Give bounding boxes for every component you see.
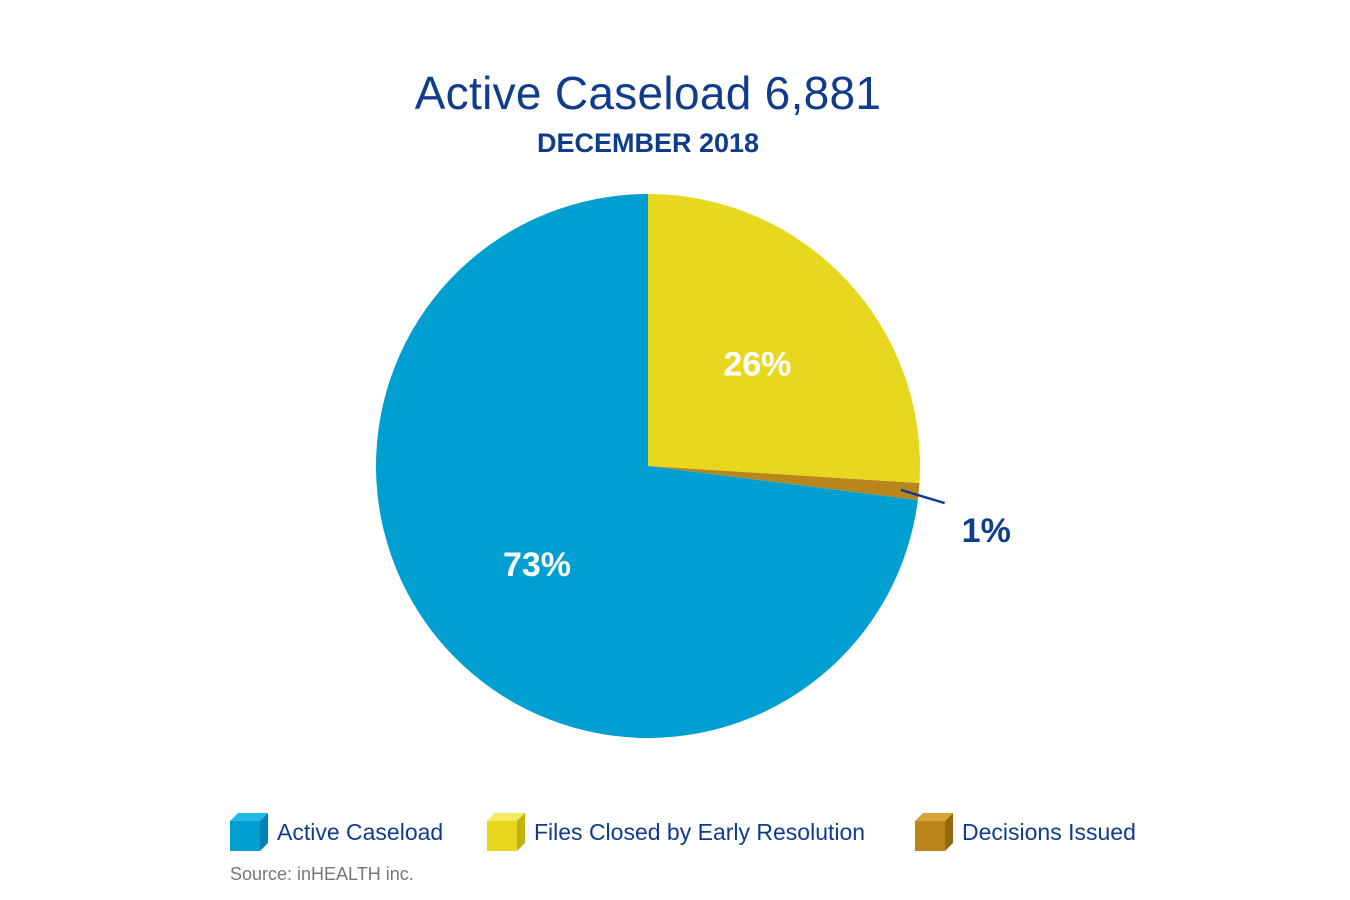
legend-item-decisions-issued: Decisions Issued: [915, 810, 1136, 854]
pie-slice-files-closed: [648, 194, 920, 484]
legend-item-active-caseload: Active Caseload: [230, 810, 443, 854]
chart-subtitle: DECEMBER 2018: [536, 128, 760, 158]
source-note: Source: inHEALTH inc.: [230, 864, 414, 884]
legend-swatch-files-closed: [487, 813, 525, 851]
legend-item-files-closed: Files Closed by Early Resolution: [487, 810, 865, 854]
data-label-files-closed: 26%: [723, 345, 791, 383]
legend-label-active-caseload: Active Caseload: [277, 818, 444, 845]
chart-title: Active Caseload 6,881: [414, 67, 882, 119]
data-label-active-caseload: 73%: [503, 546, 571, 584]
legend-label-decisions-issued: Decisions Issued: [962, 818, 1136, 845]
pie-slice-active-caseload: [376, 194, 918, 738]
legend-swatch-decisions-issued: [915, 813, 953, 851]
legend-swatch-active-caseload: [230, 813, 268, 851]
leader-line-decisions-issued: [900, 488, 946, 505]
legend-label-files-closed: Files Closed by Early Resolution: [534, 818, 866, 845]
legend: Active Caseload Files Closed by Early Re…: [0, 810, 1350, 854]
data-label-decisions-issued: 1%: [962, 512, 1011, 550]
pie-slice-decisions-issued: [648, 466, 920, 501]
